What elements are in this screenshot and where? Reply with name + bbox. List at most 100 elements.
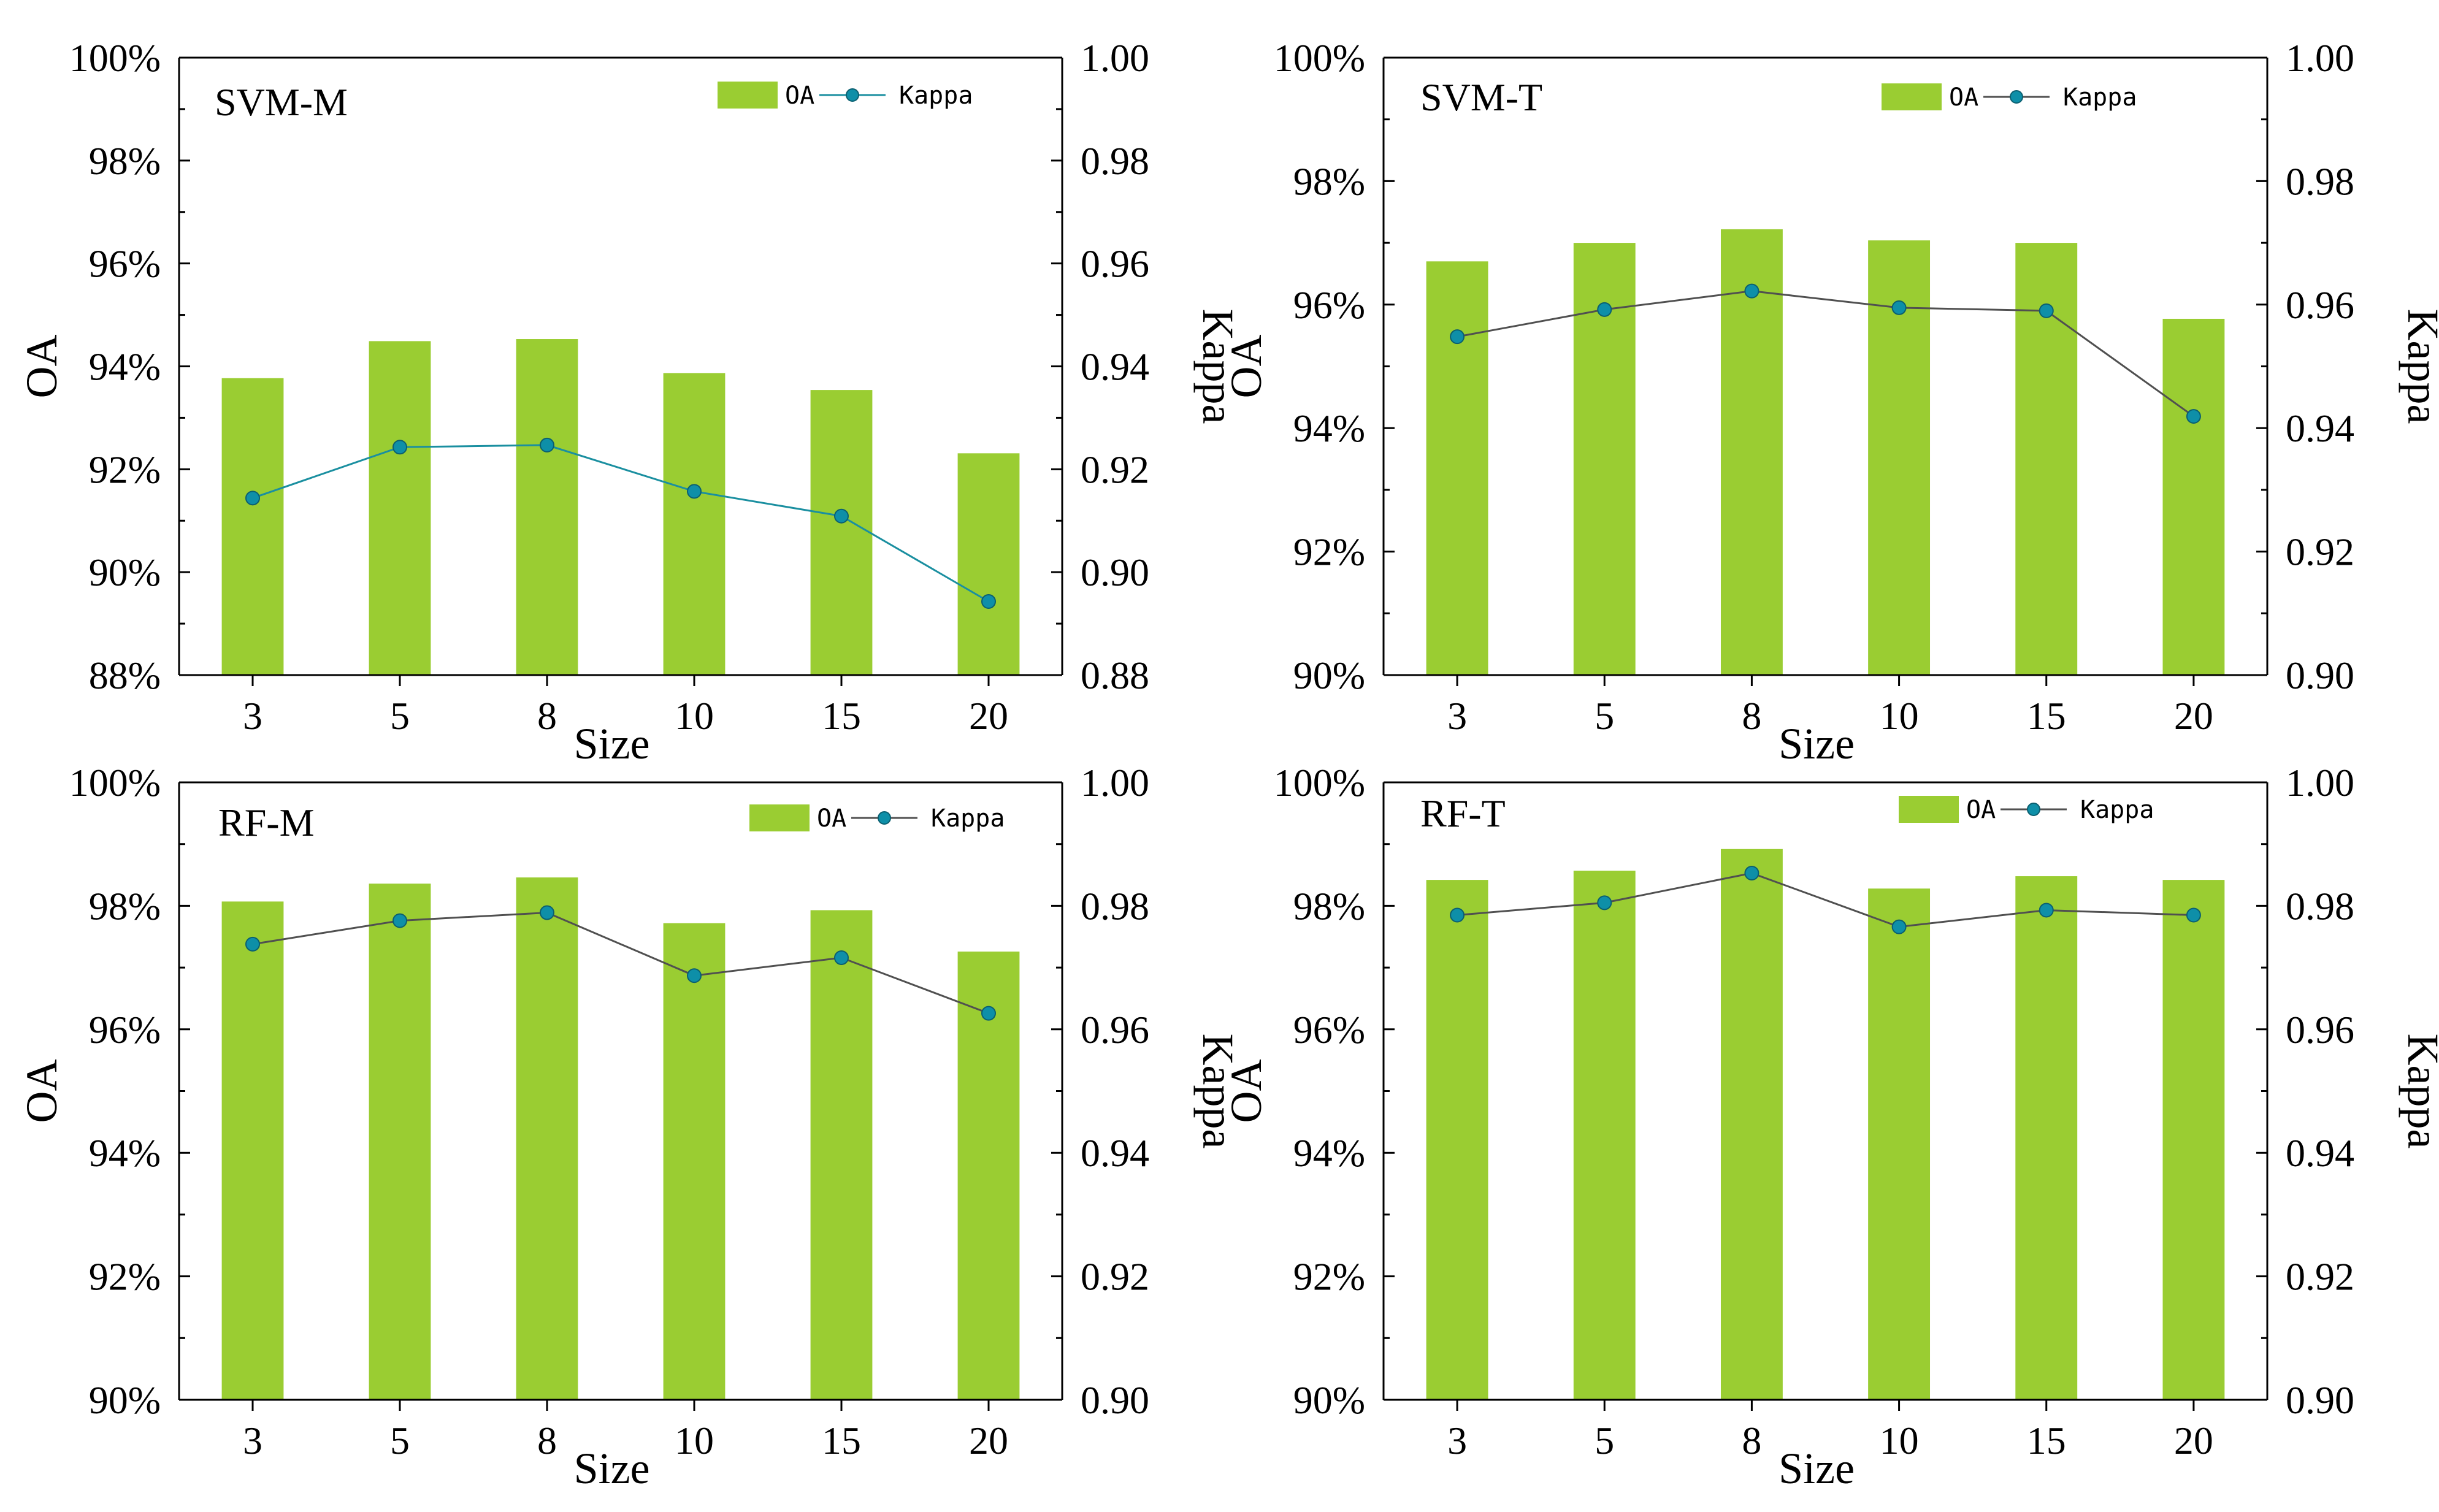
x-tick-label: 10 <box>1880 1419 1919 1462</box>
y-tick-label-right: 0.98 <box>1081 139 1149 183</box>
bar-oa-10 <box>663 373 726 675</box>
x-axis-title: Size <box>574 719 650 768</box>
x-tick-label: 3 <box>243 1419 262 1462</box>
legend-marker-kappa <box>846 88 859 102</box>
legend-label-oa: OA <box>817 804 846 833</box>
panel-title: SVM-T <box>1420 75 1542 119</box>
y-tick-label-right: 0.94 <box>1081 1131 1149 1175</box>
y-tick-label-right: 0.96 <box>2286 1008 2354 1052</box>
legend-marker-kappa <box>878 811 891 825</box>
point-kappa-10 <box>687 968 702 983</box>
x-axis-title: Size <box>1779 719 1855 768</box>
bar-oa-10 <box>1868 888 1931 1400</box>
bar-oa-20 <box>957 453 1020 675</box>
legend-marker-kappa <box>2027 803 2040 816</box>
y-tick-label-left: 92% <box>89 1255 161 1299</box>
legend-label-kappa: Kappa <box>2080 796 2154 824</box>
y-tick-label-left: 92% <box>1293 530 1365 574</box>
y-axis-title-right: Kappa <box>2399 309 2439 424</box>
point-kappa-15 <box>2039 303 2054 318</box>
y-tick-label-left: 94% <box>1293 407 1365 450</box>
y-tick-label-left: 94% <box>89 1131 161 1175</box>
y-axis-title-left: OA <box>1222 335 1271 399</box>
y-tick-label-right: 0.92 <box>2286 1255 2354 1299</box>
bar-oa-20 <box>957 951 1020 1400</box>
chart-panel-svm-m: 88% 90% 92% 94% 96% 98% 100% 0.88 0.90 0.92 0.94 0.… <box>17 36 1242 768</box>
point-kappa-20 <box>981 594 996 609</box>
point-kappa-8 <box>1744 283 1759 299</box>
bar-oa-8 <box>1720 849 1783 1400</box>
point-kappa-3 <box>1450 329 1465 345</box>
point-kappa-20 <box>981 1006 996 1021</box>
chart-panel-rf-m: 90% 92% 94% 96% 98% 100% 0.90 0.92 0.94 0.96 0.98 1… <box>17 761 1242 1493</box>
x-tick-label: 5 <box>390 1419 410 1462</box>
legend-swatch-oa <box>1899 796 1959 823</box>
bar-oa-5 <box>369 884 431 1400</box>
y-tick-label-left: 98% <box>89 139 161 183</box>
line-kappa <box>252 911 989 1015</box>
y-axis-title-left: OA <box>17 335 66 399</box>
panel-title: RF-M <box>218 801 315 844</box>
y-tick-label-right: 0.96 <box>2286 283 2354 327</box>
y-tick-label-right: 0.94 <box>1081 345 1149 389</box>
panel-title: SVM-M <box>215 80 348 124</box>
bar-oa-3 <box>221 901 284 1400</box>
y-tick-label-right: 0.92 <box>1081 1255 1149 1299</box>
x-axis-title: Size <box>1779 1444 1855 1493</box>
legend-swatch-oa <box>718 82 778 109</box>
y-tick-label-left: 94% <box>89 345 161 389</box>
point-kappa-10 <box>687 484 702 499</box>
y-tick-label-right: 1.00 <box>2286 36 2354 80</box>
y-tick-label-left: 90% <box>1293 654 1365 697</box>
legend-label-oa: OA <box>1966 796 1996 824</box>
y-tick-label-left: 98% <box>1293 159 1365 203</box>
bar-oa-8 <box>516 877 578 1400</box>
point-kappa-5 <box>392 440 407 455</box>
y-tick-label-left: 100% <box>1274 36 1365 80</box>
legend-label-kappa: Kappa <box>931 804 1005 833</box>
legend-swatch-oa <box>749 804 810 831</box>
y-tick-label-left: 88% <box>89 654 161 697</box>
y-tick-label-right: 0.88 <box>1081 654 1149 697</box>
point-kappa-3 <box>245 491 260 506</box>
y-tick-label-left: 96% <box>1293 1008 1365 1052</box>
chart-panel-rf-t: 90% 92% 94% 96% 98% 100% 0.90 0.92 0.94 0.96 0.98 1… <box>1222 761 2439 1493</box>
point-kappa-10 <box>1891 919 1907 934</box>
point-kappa-15 <box>2039 903 2054 918</box>
bar-oa-20 <box>2162 318 2225 675</box>
y-tick-label-right: 1.00 <box>2286 761 2354 804</box>
y-axis-title-right: Kappa <box>1193 309 1242 424</box>
x-tick-label: 5 <box>390 694 410 738</box>
line-kappa <box>1457 290 2194 418</box>
x-tick-label: 15 <box>2027 1419 2066 1462</box>
y-tick-label-left: 94% <box>1293 1131 1365 1175</box>
x-tick-label: 3 <box>1447 1419 1467 1462</box>
y-tick-label-left: 92% <box>89 448 161 491</box>
y-tick-label-left: 98% <box>89 884 161 928</box>
legend-label-oa: OA <box>1949 83 1978 112</box>
bar-oa-15 <box>810 910 873 1400</box>
point-kappa-10 <box>1891 300 1907 315</box>
point-kappa-3 <box>1450 907 1465 923</box>
y-tick-label-left: 100% <box>69 761 161 804</box>
y-tick-label-right: 0.98 <box>1081 884 1149 928</box>
bar-oa-10 <box>663 923 726 1400</box>
x-axis-title: Size <box>574 1444 650 1493</box>
y-tick-label-right: 0.90 <box>1081 551 1149 594</box>
y-tick-label-right: 0.92 <box>2286 530 2354 574</box>
y-tick-label-right: 0.96 <box>1081 1008 1149 1052</box>
y-axis-title-right: Kappa <box>1193 1034 1242 1149</box>
point-kappa-15 <box>834 950 849 965</box>
y-tick-label-left: 98% <box>1293 884 1365 928</box>
legend-label-kappa: Kappa <box>899 82 973 110</box>
y-tick-label-right: 0.90 <box>2286 1378 2354 1422</box>
y-tick-label-right: 0.90 <box>2286 654 2354 697</box>
bar-oa-3 <box>1426 880 1488 1400</box>
point-kappa-3 <box>245 936 260 952</box>
x-tick-label: 5 <box>1595 694 1614 738</box>
y-tick-label-right: 0.98 <box>2286 884 2354 928</box>
y-tick-label-left: 90% <box>1293 1378 1365 1422</box>
x-tick-label: 15 <box>822 1419 861 1462</box>
x-tick-label: 3 <box>1447 694 1467 738</box>
point-kappa-5 <box>392 913 407 928</box>
